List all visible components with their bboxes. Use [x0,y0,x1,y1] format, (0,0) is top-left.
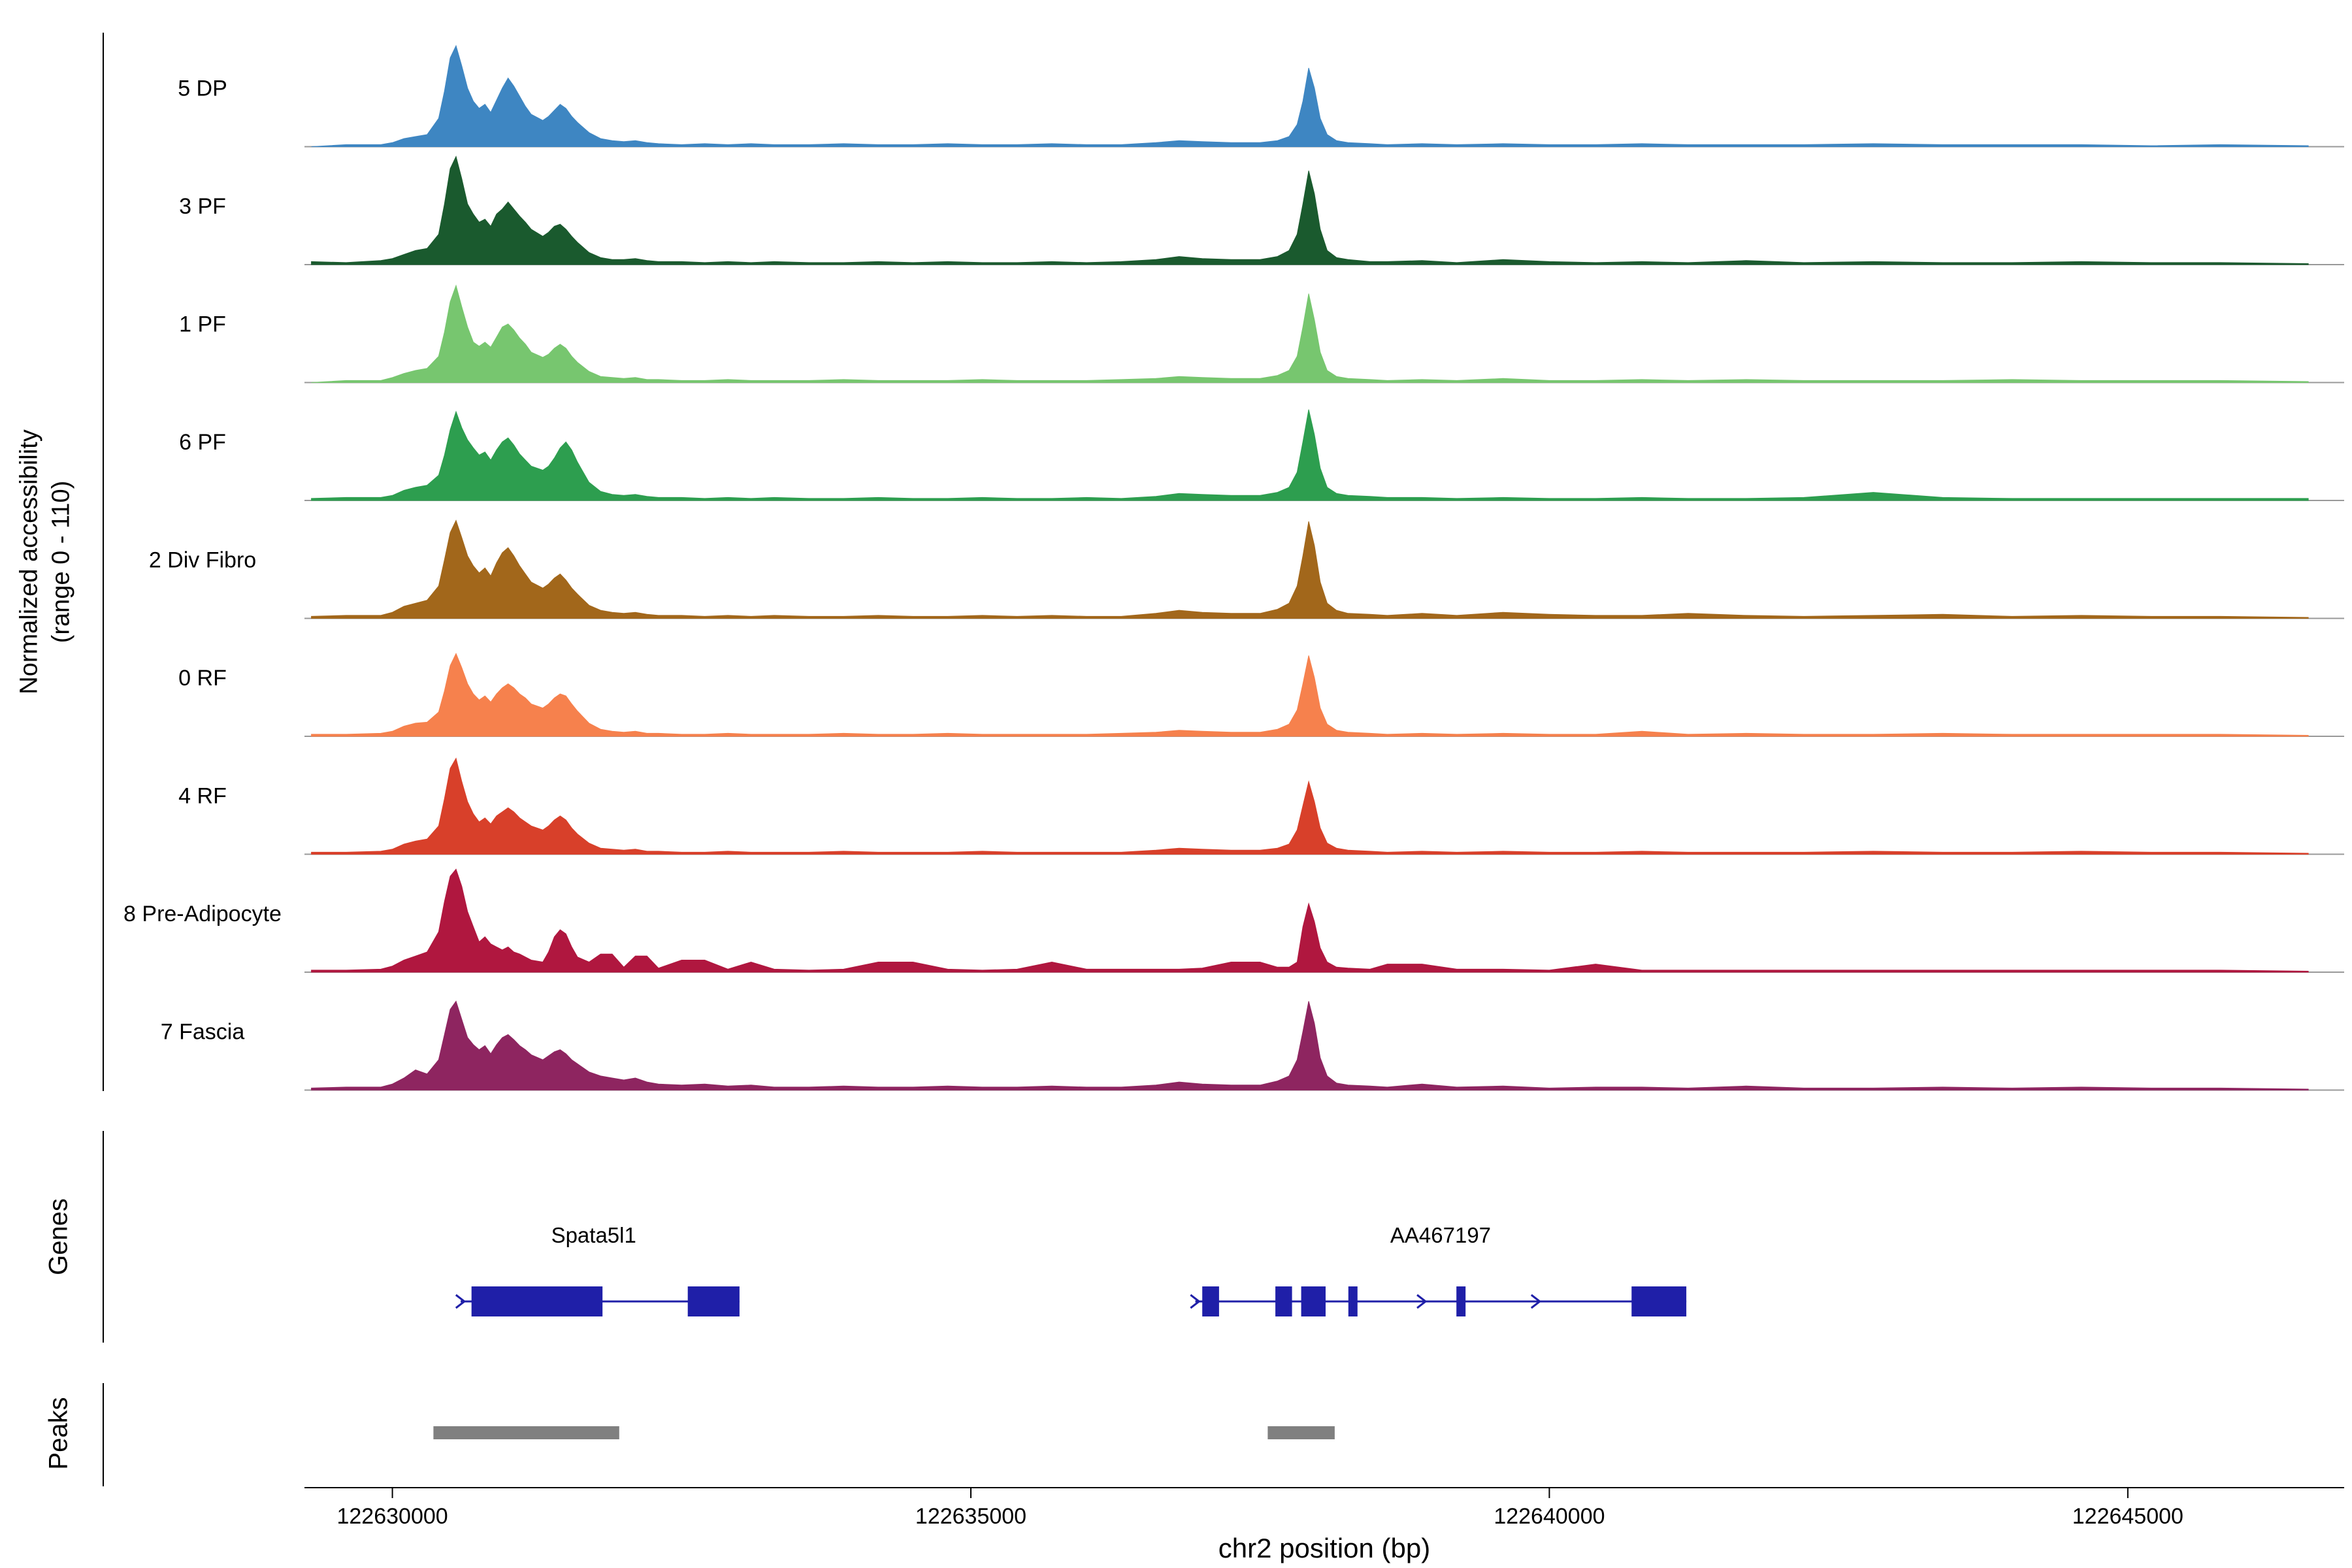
gene-name-label: Spata5l1 [551,1223,636,1247]
genes-section-label: Genes [44,1198,73,1275]
gene-exon [1348,1286,1358,1316]
peaks-section-label: Peaks [44,1397,73,1470]
x-axis-title: chr2 position (bp) [1218,1533,1431,1563]
gene-exon [1631,1286,1687,1316]
coverage-signal [311,653,2309,737]
gene-model-AA467197: AA467197 [1190,1223,1687,1316]
strand-arrow-icon [1416,1294,1428,1309]
gene-exon [1301,1286,1326,1316]
gene-name-label: AA467197 [1390,1223,1491,1247]
gene-exon [1456,1286,1466,1316]
coverage-track-5-dp: 5 DP [178,44,2344,148]
strand-arrow-icon [1530,1294,1542,1309]
peak-bar [1267,1426,1335,1439]
track-label: 3 PF [179,194,226,219]
coverage-track-7-fascia: 7 Fascia [161,1000,2344,1091]
track-label: 1 PF [179,312,226,336]
coverage-signal [311,519,2309,619]
coverage-track-8-pre-adipocyte: 8 Pre-Adipocyte [123,868,2344,973]
coverage-signal [311,44,2309,147]
track-label: 5 DP [178,76,227,101]
x-axis-tick-label: 122635000 [915,1504,1026,1529]
peaks-track [433,1426,1335,1439]
coverage-signal [311,409,2309,501]
coverage-signal [311,1000,2309,1090]
coverage-track-6-pf: 6 PF [179,409,2344,501]
y-axis-label: Normalized accessibility (range 0 - 110) [14,429,78,694]
coverage-track-1-pf: 1 PF [179,284,2344,384]
gene-exon [471,1286,603,1316]
peaks-axis-line [103,1383,104,1486]
coverage-track-0-rf: 0 RF [178,653,2344,737]
track-label: 6 PF [179,430,226,455]
x-axis-tick-label: 122630000 [336,1504,448,1529]
coverage-track-4-rf: 4 RF [178,757,2344,855]
x-axis-tick-label: 122640000 [1494,1504,1605,1529]
genes-axis-line [103,1131,104,1343]
tracks-axis-line [103,33,104,1091]
y-axis-label-line2: (range 0 - 110) [48,480,75,644]
track-label: 7 Fascia [161,1019,245,1044]
track-label: 0 RF [178,666,227,691]
strand-arrow-icon [1190,1294,1201,1309]
y-axis-label-line1: Normalized accessibility [15,429,43,694]
coverage-signal [311,284,2309,383]
strand-arrow-icon [455,1294,466,1309]
coverage-track-3-pf: 3 PF [179,155,2344,265]
x-axis-tick-label: 122645000 [2072,1504,2183,1529]
coverage-track-2-div-fibro: 2 Div Fibro [149,519,2344,619]
track-label: 4 RF [178,783,227,808]
track-label: 8 Pre-Adipocyte [123,902,282,926]
gene-exon [1202,1286,1219,1316]
x-axis: 122630000 122635000 122640000 122645000 [304,1487,2344,1529]
coverage-signal [311,868,2309,973]
peak-bar [433,1426,619,1439]
gene-model-Spata5l1: Spata5l1 [455,1223,740,1316]
coverage-signal [311,757,2309,855]
track-label: 2 Div Fibro [149,547,256,572]
coverage-signal [311,155,2309,265]
gene-exon [1275,1286,1292,1316]
gene-exon [687,1286,740,1316]
